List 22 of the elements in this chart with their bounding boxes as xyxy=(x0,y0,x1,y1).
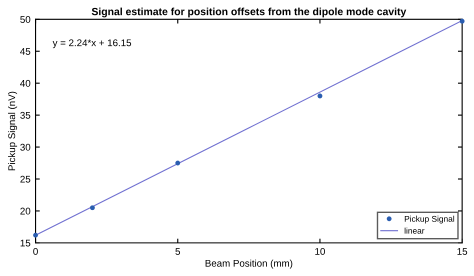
y-tick-label: 15 xyxy=(20,240,30,246)
y-tick-label: 45 xyxy=(20,48,30,55)
point xyxy=(90,205,95,210)
x-tick-label: 5 xyxy=(175,248,180,255)
point xyxy=(175,160,180,166)
point xyxy=(33,232,38,238)
x-axis-title: Beam Position (mm) xyxy=(206,260,292,269)
y-tick-label: 25 xyxy=(20,176,30,183)
x-tick-label: 0 xyxy=(33,248,38,255)
y-axis-title: Pickup Signal (nV) xyxy=(8,92,18,170)
x-tick-label: 15 xyxy=(457,248,468,255)
annotation: y = 2.24*x + 16.15 xyxy=(52,39,132,48)
legend-label: linear xyxy=(404,228,424,234)
y-tick-label: 50 xyxy=(20,16,30,23)
chart-title: Signal estimate for position offsets from the dipole mode cavity xyxy=(92,8,406,18)
y-tick-label: 30 xyxy=(20,144,30,151)
point xyxy=(318,94,322,98)
legend-label: Pickup Signal xyxy=(404,216,454,224)
y-tick-label: 20 xyxy=(20,208,30,215)
y-tick-label: 40 xyxy=(20,80,30,87)
y-tick-label: 35 xyxy=(20,112,30,119)
x-tick-label: 10 xyxy=(315,248,325,255)
